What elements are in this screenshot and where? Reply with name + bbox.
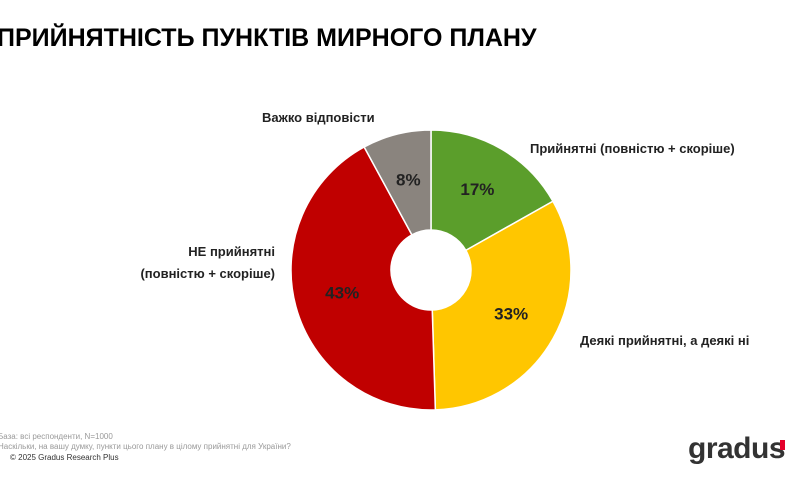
donut-segment — [363, 129, 432, 236]
donut-segment — [430, 129, 554, 252]
category-label: Прийнятні (повністю + скоріше) — [530, 141, 735, 156]
footnote-question: Наскільки, на вашу думку, пункти цього п… — [0, 442, 291, 451]
category-label: Важко відповісти — [262, 110, 375, 125]
footnote-base: База: всі респонденти, N=1000 — [0, 432, 113, 441]
donut-segment — [431, 200, 572, 411]
chart-title: ПРИЙНЯТНІСТЬ ПУНКТІВ МИРНОГО ПЛАНУ — [0, 24, 537, 52]
value-label: 17% — [460, 180, 494, 199]
copyright: © 2025 Gradus Research Plus — [10, 453, 119, 462]
value-label: 43% — [325, 284, 359, 303]
value-label: 8% — [396, 170, 421, 189]
category-label: Деякі прийнятні, а деякі ні — [580, 333, 750, 348]
value-label: 33% — [494, 305, 528, 324]
logo-mark — [780, 440, 785, 450]
logo: gradus — [688, 432, 785, 465]
category-label: НЕ прийнятні (повністю + скоріше) — [140, 244, 275, 281]
